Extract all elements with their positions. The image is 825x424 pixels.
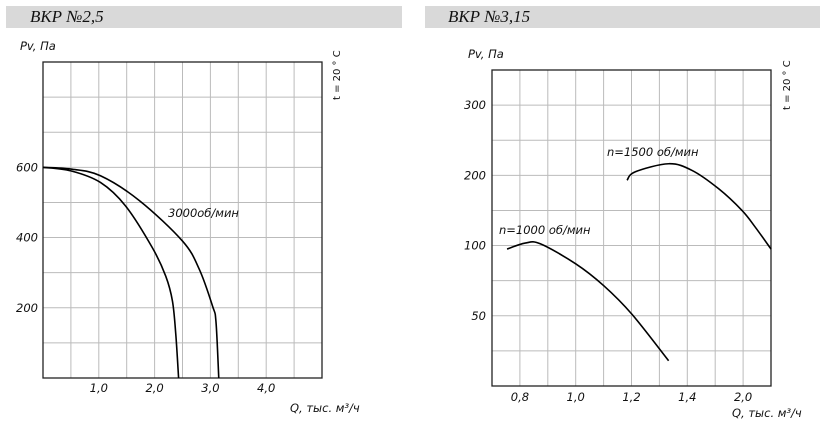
plot-frame xyxy=(491,69,772,387)
temperature-note-left: t = 20 ° C xyxy=(332,50,343,100)
x-tick-label: 1,0 xyxy=(90,381,108,395)
curve-label-3000: 3000об/мин xyxy=(168,206,239,220)
performance-curve xyxy=(506,241,670,362)
y-tick-label: 400 xyxy=(16,231,38,245)
chart-left: 1,0 2,0 3,0 4,0 200 400 600 xyxy=(16,61,323,395)
y-axis-label-left: Pv, Па xyxy=(20,39,56,53)
curve-label-1500: n=1500 об/мин xyxy=(607,145,699,159)
y-tick-label: 200 xyxy=(16,301,38,315)
chart-right: 0,8 1,0 1,2 1,4 2,0 50 100 200 300 xyxy=(464,69,772,404)
x-axis-label-left: Q, тыс. м³/ч xyxy=(290,401,360,415)
x-axis-label-right: Q, тыс. м³/ч xyxy=(732,406,802,420)
y-tick-label: 300 xyxy=(464,98,486,112)
x-tick-label: 1,4 xyxy=(678,390,696,404)
header-bar-right xyxy=(425,6,820,28)
y-tick-label: 200 xyxy=(464,168,486,182)
y-axis-label-right: Pv, Па xyxy=(468,47,504,61)
temperature-note-right: t = 20 ° C xyxy=(782,60,793,110)
chart-title-right: ВКР №3,15 xyxy=(448,7,530,26)
performance-curve xyxy=(42,166,220,379)
x-tick-label: 2,0 xyxy=(145,381,163,395)
y-tick-label: 600 xyxy=(16,160,38,174)
x-tick-label: 4,0 xyxy=(257,381,275,395)
x-tick-label: 1,0 xyxy=(567,390,585,404)
y-tick-label: 100 xyxy=(464,239,486,253)
curve-label-1000: n=1000 об/мин xyxy=(499,223,591,237)
x-tick-label: 3,0 xyxy=(201,381,219,395)
x-tick-label: 0,8 xyxy=(511,390,529,404)
performance-curve xyxy=(42,166,180,379)
chart-title-left: ВКР №2,5 xyxy=(30,7,104,26)
header-bar-left xyxy=(6,6,402,28)
x-tick-label: 1,2 xyxy=(622,390,640,404)
y-tick-label: 50 xyxy=(471,309,486,323)
performance-curve xyxy=(626,162,772,250)
x-tick-label: 2,0 xyxy=(734,390,752,404)
plot-frame xyxy=(42,61,323,379)
